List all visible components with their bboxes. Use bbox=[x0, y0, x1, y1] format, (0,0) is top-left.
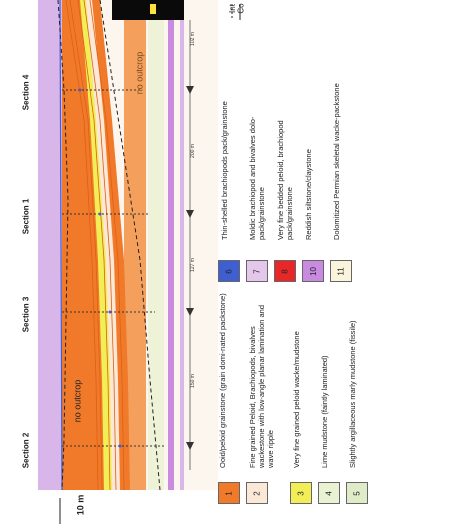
dashed-boundary-2 bbox=[99, 0, 161, 491]
legend-swatch-4: 4 bbox=[318, 482, 340, 504]
no-outcrop-label-2: no outcrop bbox=[134, 51, 145, 95]
facies-lines bbox=[65, 0, 125, 491]
legend-swatch-7: 7 bbox=[246, 260, 268, 282]
purple-band-top-1 bbox=[168, 0, 174, 490]
legend-top-label-2: Int bbox=[227, 4, 237, 13]
legend-text-1: Ooid/peloid grainstone (grain domi-nated… bbox=[218, 293, 227, 468]
dashed-boundary-1 bbox=[57, 0, 69, 491]
purple-band-base bbox=[38, 0, 62, 490]
legend-text-6: Thin-shelled brachiopods pack/grainstone bbox=[220, 101, 229, 240]
legend-swatch-11: 11 bbox=[330, 260, 352, 282]
no-outcrop-label-1: no outcrop bbox=[72, 379, 83, 423]
distance-label-2: 127 m bbox=[189, 258, 196, 272]
legend-swatch-3: 3 bbox=[290, 482, 312, 504]
legend-swatch-1: 1 bbox=[218, 482, 240, 504]
distance-label-3: 200 m bbox=[189, 144, 196, 158]
legend-text-10: Reddish siltstone/claystone bbox=[304, 149, 313, 240]
distance-label-4: 102 m bbox=[189, 32, 196, 46]
orange-band-upper bbox=[124, 0, 146, 490]
photo-inset bbox=[112, 0, 184, 20]
section-dots bbox=[78, 88, 122, 448]
distance-label-1: 150 m bbox=[189, 374, 196, 388]
green-band bbox=[148, 0, 164, 490]
legend-text-3: Very fine grained peloid wacke/mudstone bbox=[292, 331, 301, 468]
section-markers bbox=[62, 89, 165, 447]
section-label-2: Section 2 bbox=[21, 432, 31, 469]
legend-text-8: Very fine bedded peloid, brachiopod pack… bbox=[276, 120, 294, 240]
legend-text-2: Fine grained Peloid, Brachiopods, bivalv… bbox=[248, 304, 275, 468]
legend-text-5: Slightly argillaceous marly mudstone (fi… bbox=[348, 320, 357, 468]
legend-top-label-1: Co bbox=[236, 3, 246, 14]
legend-swatch-6: 6 bbox=[218, 260, 240, 282]
distance-arrows bbox=[186, 86, 194, 450]
purple-band-top-2 bbox=[180, 0, 184, 490]
legend-swatch-2: 2 bbox=[246, 482, 268, 504]
legend-swatch-10: 10 bbox=[302, 260, 324, 282]
section-label-1: Section 1 bbox=[21, 198, 31, 235]
orange-core bbox=[64, 0, 104, 490]
section-label-4: Section 4 bbox=[21, 74, 31, 111]
legend-text-11: Dolomitized Permian skeletal wacke-packs… bbox=[332, 83, 341, 240]
blue-line bbox=[59, 0, 63, 491]
section-label-3: Section 3 bbox=[21, 296, 31, 333]
legend-text-4: Lime mudstone (faintly laminated) bbox=[320, 355, 329, 468]
legend-swatch-8: 8 bbox=[274, 260, 296, 282]
photo-inset-mark bbox=[150, 4, 156, 14]
legend-text-7: Moldic brachiopod and bivalves dolo-pack… bbox=[248, 116, 266, 240]
scale-label: 10 m bbox=[75, 494, 86, 516]
legend-swatch-5: 5 bbox=[346, 482, 368, 504]
